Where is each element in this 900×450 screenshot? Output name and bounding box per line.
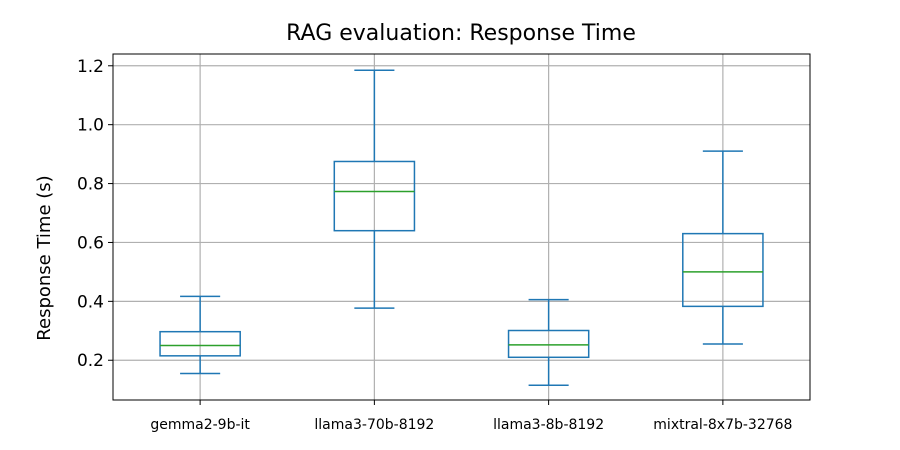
plot-frame (112, 53, 811, 401)
y-tick-label: 0.4 (77, 292, 104, 312)
y-tick-label: 1.0 (77, 116, 104, 136)
ticks: 0.2 0.4 0.6 0.8 1.0 1.2 gemma2-9b-it llama3-70b… (77, 57, 793, 433)
y-axis-label: Response Time (s) (34, 175, 55, 340)
box-iqr (507, 329, 590, 359)
box-gemma2-9b-it (159, 295, 241, 375)
y-tick-label: 0.2 (77, 351, 104, 371)
box-llama3-8b-8192 (507, 298, 590, 387)
box-iqr (682, 232, 764, 308)
y-tick-label: 1.2 (77, 57, 104, 77)
x-tick-label: llama3-8b-8192 (493, 417, 604, 433)
x-tick-label: llama3-70b-8192 (314, 417, 434, 433)
y-tick-label: 0.8 (77, 175, 104, 195)
box-mixtral-8x7b-32768 (682, 150, 764, 345)
chart-title: RAG evaluation: Response Time (286, 21, 636, 46)
grid (113, 54, 810, 400)
box-iqr (333, 160, 416, 232)
box-iqr (159, 330, 241, 357)
boxes (159, 69, 764, 387)
y-tick-label: 0.6 (77, 233, 104, 253)
x-tick-label: gemma2-9b-it (150, 417, 250, 433)
x-tick-label: mixtral-8x7b-32768 (653, 417, 792, 433)
box-llama3-70b-8192 (333, 69, 416, 309)
